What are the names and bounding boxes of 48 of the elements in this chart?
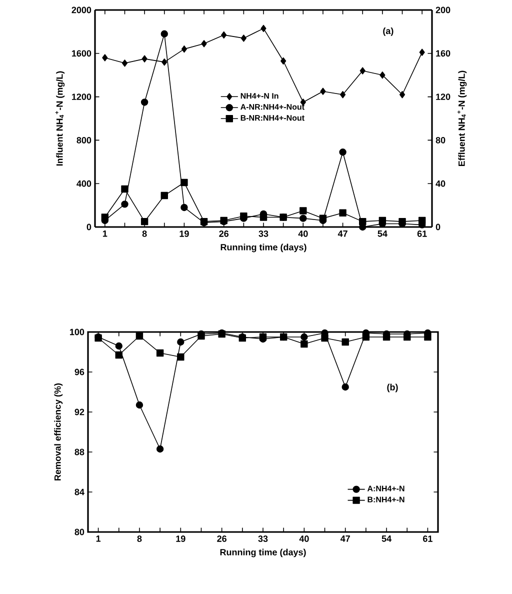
y2-tick-label: 200 bbox=[436, 6, 450, 14]
y-tick-label: 92 bbox=[74, 408, 84, 416]
x-tick-label: 54 bbox=[378, 230, 388, 237]
x-tick-label: 19 bbox=[176, 536, 186, 542]
y-tick-label: 100 bbox=[70, 328, 84, 336]
annotation: (b) bbox=[387, 384, 398, 392]
y-tick-label: 1600 bbox=[72, 50, 92, 57]
x-tick-label: 47 bbox=[340, 536, 350, 542]
legend-label: NH4+-N In bbox=[240, 93, 278, 99]
y-tick-label: 84 bbox=[74, 488, 84, 496]
x-tick-label: 26 bbox=[219, 230, 229, 237]
x-tick-label: 40 bbox=[299, 536, 309, 542]
x-axis-title: Running time (days) bbox=[220, 548, 306, 558]
x-tick-label: 61 bbox=[423, 536, 432, 542]
y2-tick-label: 160 bbox=[436, 50, 450, 57]
y-axis-title: Influent NH$_{4}$$^{+}$-N (mg/L) bbox=[55, 71, 65, 166]
x-tick-label: 8 bbox=[137, 536, 142, 542]
y2-tick-label: 40 bbox=[436, 180, 446, 187]
y2-tick-label: 120 bbox=[436, 94, 450, 100]
y2-tick-label: 80 bbox=[436, 137, 446, 144]
x-tick-label: 33 bbox=[258, 536, 268, 542]
y2-axis-title: Effluent NH$_{4}$$^{+}$-N (mg/L) bbox=[457, 70, 467, 166]
legend-label: A-NR:NH4+-Nout bbox=[240, 104, 304, 110]
x-tick-label: 19 bbox=[180, 230, 189, 237]
x-tick-label: 1 bbox=[102, 230, 108, 237]
y-axis-title: Removal efficiency (%) bbox=[54, 383, 63, 480]
y-tick-label: 80 bbox=[74, 528, 84, 536]
annotation: (a) bbox=[383, 28, 394, 36]
y-tick-label: 88 bbox=[74, 448, 84, 456]
y2-tick-label: 0 bbox=[436, 224, 440, 230]
legend-label: B-NR:NH4+-Nout bbox=[240, 115, 304, 121]
x-tick-label: 26 bbox=[217, 536, 226, 542]
x-tick-label: 40 bbox=[298, 230, 308, 237]
x-tick-label: 33 bbox=[258, 230, 268, 237]
y-tick-label: 2000 bbox=[72, 6, 92, 14]
x-tick-label: 47 bbox=[338, 230, 348, 237]
x-axis-title: Running time (days) bbox=[220, 244, 306, 252]
x-tick-label: 54 bbox=[382, 536, 392, 542]
x-tick-label: 8 bbox=[142, 230, 147, 237]
y-tick-label: 800 bbox=[76, 137, 92, 144]
y-tick-label: 400 bbox=[76, 180, 92, 187]
x-tick-label: 61 bbox=[417, 230, 427, 237]
y-tick-label: 1200 bbox=[72, 94, 92, 100]
legend-label: B:NH4+-N bbox=[368, 496, 404, 502]
x-tick-label: 1 bbox=[96, 536, 101, 542]
legend-label: A:NH4+-N bbox=[367, 486, 404, 492]
y-tick-label: 0 bbox=[86, 224, 92, 230]
y-tick-label: 96 bbox=[74, 368, 84, 376]
